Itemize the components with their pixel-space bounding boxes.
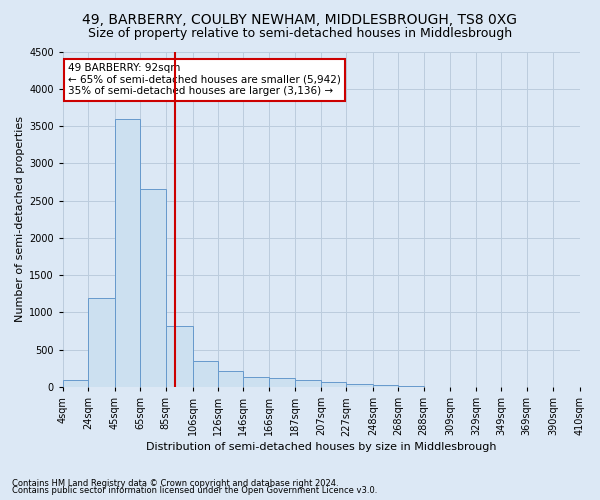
Text: Contains public sector information licensed under the Open Government Licence v3: Contains public sector information licen… bbox=[12, 486, 377, 495]
X-axis label: Distribution of semi-detached houses by size in Middlesbrough: Distribution of semi-detached houses by … bbox=[146, 442, 497, 452]
Bar bbox=[140, 190, 166, 387]
Bar bbox=[321, 382, 346, 387]
Bar bbox=[346, 384, 373, 387]
Text: 49 BARBERRY: 92sqm
← 65% of semi-detached houses are smaller (5,942)
35% of semi: 49 BARBERRY: 92sqm ← 65% of semi-detache… bbox=[68, 63, 341, 96]
Bar bbox=[166, 326, 193, 387]
Bar bbox=[218, 370, 244, 387]
Bar bbox=[115, 118, 140, 387]
Bar bbox=[193, 361, 218, 387]
Text: 49, BARBERRY, COULBY NEWHAM, MIDDLESBROUGH, TS8 0XG: 49, BARBERRY, COULBY NEWHAM, MIDDLESBROU… bbox=[83, 12, 517, 26]
Bar bbox=[269, 378, 295, 387]
Bar bbox=[244, 378, 269, 387]
Y-axis label: Number of semi-detached properties: Number of semi-detached properties bbox=[15, 116, 25, 322]
Bar bbox=[88, 298, 115, 387]
Text: Contains HM Land Registry data © Crown copyright and database right 2024.: Contains HM Land Registry data © Crown c… bbox=[12, 478, 338, 488]
Bar bbox=[63, 380, 88, 387]
Text: Size of property relative to semi-detached houses in Middlesbrough: Size of property relative to semi-detach… bbox=[88, 28, 512, 40]
Bar bbox=[295, 380, 321, 387]
Bar bbox=[373, 385, 398, 387]
Bar bbox=[398, 386, 424, 387]
